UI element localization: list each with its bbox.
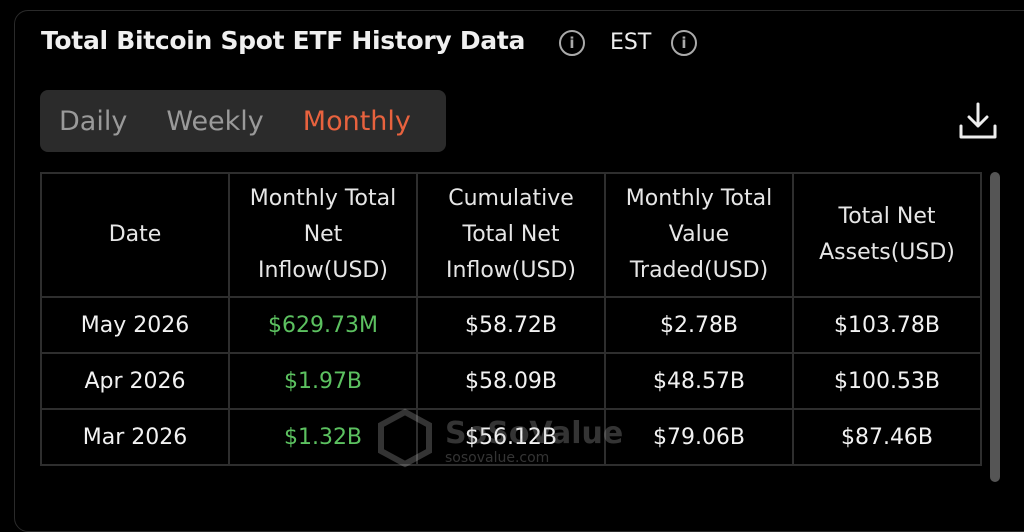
table-row: Mar 2026 $1.32B $56.12B $79.06B $87.46B — [40, 408, 982, 466]
column-header: Date — [40, 172, 230, 298]
tab[interactable]: Daily — [59, 105, 128, 137]
date-cell: May 2026 — [40, 296, 230, 354]
info-icon[interactable]: i — [559, 30, 585, 56]
tab[interactable]: Weekly — [166, 105, 264, 137]
download-icon[interactable] — [958, 100, 998, 142]
info-icon[interactable]: i — [671, 30, 697, 56]
column-header: Monthly Total Value Traded(USD) — [604, 172, 794, 298]
value-cell: $1.32B — [228, 408, 418, 466]
table-row: May 2026 $629.73M $58.72B $2.78B $103.78B — [40, 296, 982, 354]
value-cell: $58.09B — [416, 352, 606, 410]
value-cell: $103.78B — [792, 296, 982, 354]
tab[interactable]: Monthly — [302, 105, 411, 137]
column-header: Monthly Total Net Inflow(USD) — [228, 172, 418, 298]
column-header: Cumulative Total Net Inflow(USD) — [416, 172, 606, 298]
watermark-logo — [378, 408, 432, 468]
value-cell: $629.73M — [228, 296, 418, 354]
date-cell: Mar 2026 — [40, 408, 230, 466]
scrollbar[interactable] — [990, 172, 1000, 482]
table-row: Apr 2026 $1.97B $58.09B $48.57B $100.53B — [40, 352, 982, 410]
date-cell: Apr 2026 — [40, 352, 230, 410]
value-cell: $58.72B — [416, 296, 606, 354]
column-header: Total Net Assets(USD) — [792, 172, 982, 298]
value-cell: $48.57B — [604, 352, 794, 410]
value-cell: $87.46B — [792, 408, 982, 466]
watermark-url: sosovalue.com — [445, 450, 550, 466]
watermark-brand: SoSoValue — [445, 416, 624, 451]
history-table: Date Monthly Total Net Inflow(USD) Cumulat… — [40, 172, 982, 466]
timezone[interactable]: EST — [610, 30, 652, 55]
value-cell: $56.12B — [416, 408, 606, 466]
value-cell: $100.53B — [792, 352, 982, 410]
tab-bar: Daily Weekly Monthly — [40, 90, 446, 152]
watermark: SoSoValue sosovalue.com — [375, 408, 623, 472]
title: Total Bitcoin Spot ETF History Data — [41, 26, 526, 55]
value-cell: $79.06B — [604, 408, 794, 466]
header-row: Date Monthly Total Net Inflow(USD) Cumulat… — [40, 172, 982, 298]
value-cell: $1.97B — [228, 352, 418, 410]
page: Total Bitcoin Spot ETF History Data i ES… — [14, 10, 1024, 532]
value-cell: $2.78B — [604, 296, 794, 354]
